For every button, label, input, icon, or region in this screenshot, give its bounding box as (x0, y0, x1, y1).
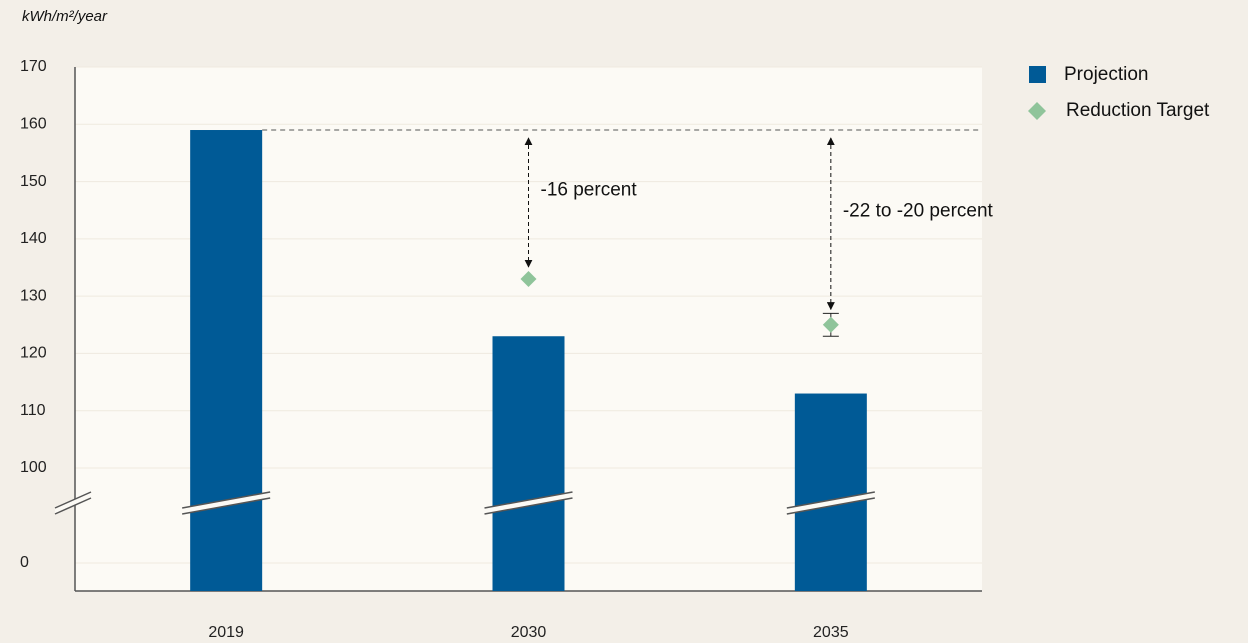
bar (190, 130, 263, 591)
y-tick-label: 110 (20, 402, 46, 419)
annotation: -22 to -20 percent (843, 201, 994, 222)
axis-break-line (54, 497, 92, 515)
axis-break (55, 492, 91, 514)
y-tick-label: 160 (20, 116, 47, 133)
axis-break-line (182, 497, 271, 515)
y-tick-label: 0 (20, 554, 29, 571)
axis-break-line (786, 491, 875, 509)
x-tick-label: 2030 (511, 624, 547, 641)
axis-break-line (786, 497, 875, 515)
axis-break-line (484, 491, 573, 509)
y-tick-label: 140 (20, 230, 47, 247)
legend-swatch (1029, 66, 1046, 83)
axis-break-line (484, 497, 573, 515)
x-tick-label: 2019 (208, 624, 244, 641)
y-tick-label: 170 (20, 58, 47, 75)
bar (492, 336, 565, 591)
axis-break-line (54, 491, 92, 509)
y-tick-label: 120 (20, 345, 47, 362)
y-axis-label: kWh/m²/year (22, 8, 108, 25)
axis-break (484, 492, 573, 514)
bar (794, 393, 867, 591)
annotation: -16 percent (541, 180, 638, 201)
legend-swatch (1028, 102, 1046, 120)
axis-break (182, 492, 271, 514)
y-tick-label: 130 (20, 287, 47, 304)
y-tick-label: 100 (20, 459, 47, 476)
target-marker (822, 316, 839, 333)
axis-break (786, 492, 875, 514)
target-marker (520, 270, 537, 287)
y-tick-label: 150 (20, 173, 47, 190)
axis-break-line (182, 491, 271, 509)
x-tick-label: 2035 (813, 624, 849, 641)
legend-label: Projection (1064, 64, 1149, 85)
legend-label: Reduction Target (1066, 100, 1210, 121)
